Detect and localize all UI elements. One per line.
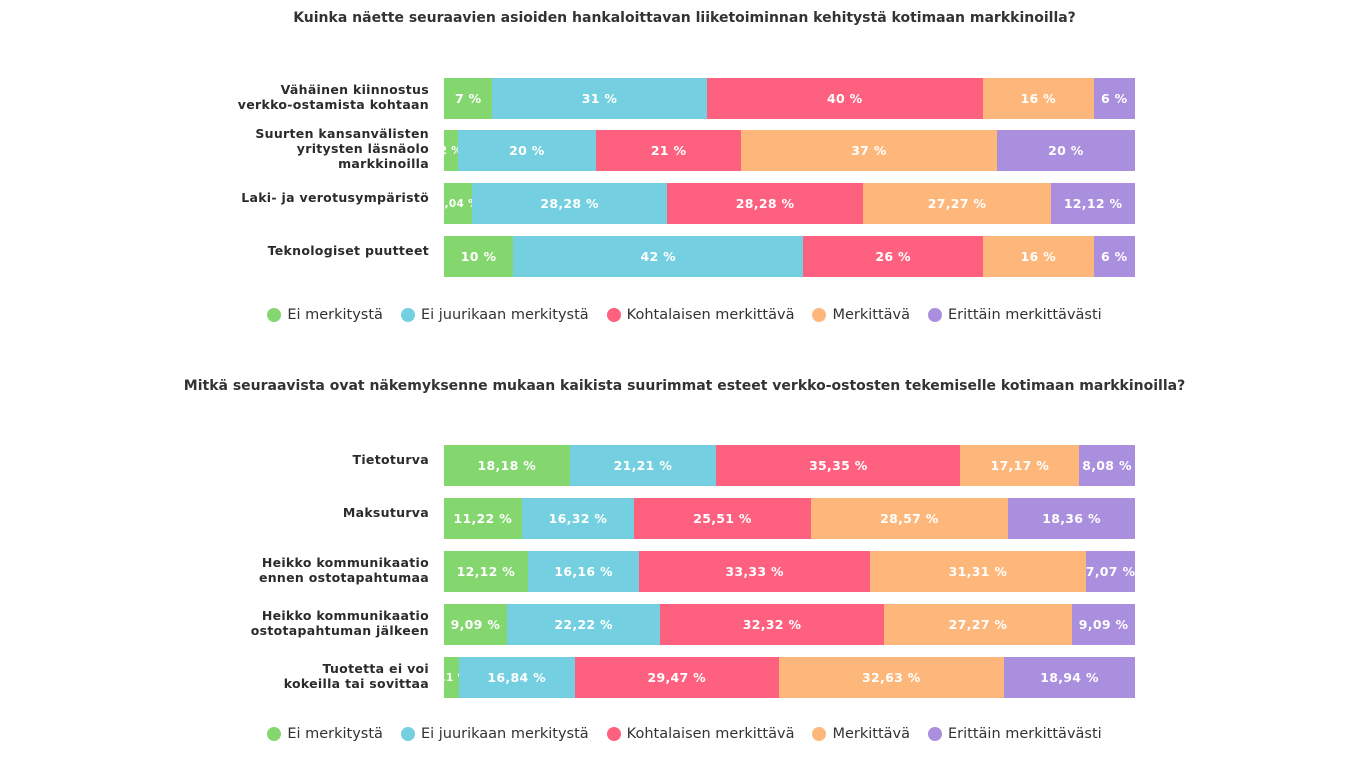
chart-hankaloittavat-tekijat: Kuinka näette seuraavien asioiden hankal… — [0, 0, 1369, 340]
bar-segment: 4,04 % — [437, 183, 479, 224]
bar-segment: 40 % — [706, 78, 983, 119]
bar-segment: 6 % — [1093, 78, 1135, 119]
legend-item: Merkittävä — [812, 726, 910, 742]
bar-segment: 29,47 % — [574, 657, 779, 698]
stacked-bar: 7 % 31 % 40 % 16 % 6 % — [444, 78, 1135, 119]
row-label: Tietoturva — [352, 452, 429, 467]
legend-dot-icon — [267, 727, 282, 741]
bar-segment: 37 % — [741, 130, 997, 171]
legend-dot-icon — [606, 727, 621, 741]
stacked-bar: 2 % 20 % 21 % 37 % 20 % — [440, 130, 1135, 171]
bar-segment: 28,28 % — [471, 183, 668, 224]
legend-label: Kohtalaisen merkittävä — [626, 307, 795, 323]
row-label: Suurten kansanvälisten yritysten läsnäol… — [255, 126, 429, 171]
bar-segment: 18,94 % — [1004, 657, 1135, 698]
bar-segment: 16 % — [982, 236, 1094, 277]
bar-segment: 2,1 % — [434, 657, 468, 698]
legend: Ei merkitystä Ei juurikaan merkitystä Koht… — [0, 726, 1369, 742]
chart-title: Kuinka näette seuraavien asioiden hankal… — [293, 10, 1076, 26]
stacked-bar: 4,04 % 28,28 % 28,28 % 27,27 % 12,12 % — [437, 183, 1135, 224]
legend-label: Erittäin merkittävästi — [948, 726, 1102, 742]
legend-dot-icon — [267, 308, 282, 322]
chart-title: Mitkä seuraavista ovat näkemyksenne muka… — [183, 378, 1186, 394]
stacked-bar: 18,18 % 21,21 % 35,35 % 17,17 % 8,08 % — [444, 445, 1135, 486]
legend-item: Ei juurikaan merkitystä — [400, 307, 589, 323]
bar-segment: 31,31 % — [869, 551, 1087, 592]
row-label: Heikko kommunikaatio ennen ostotapahtuma… — [258, 554, 429, 585]
bar-segment: 21,21 % — [569, 445, 717, 486]
legend-dot-icon — [928, 727, 943, 741]
bar-segment: 17,17 % — [960, 445, 1080, 486]
bar-segment: 21 % — [596, 130, 742, 171]
row-label: Teknologiset puutteet — [267, 243, 429, 258]
bar-segment: 7 % — [444, 78, 493, 119]
bar-segment: 18,36 % — [1008, 498, 1135, 539]
stacked-bar: 10 % 42 % 26 % 16 % 6 % — [444, 236, 1135, 277]
legend: Ei merkitystä Ei juurikaan merkitystä Koht… — [0, 307, 1369, 323]
legend-item: Ei merkitystä — [267, 726, 383, 742]
legend-dot-icon — [400, 727, 415, 741]
bar-segment: 27,27 % — [883, 604, 1073, 645]
legend-dot-icon — [812, 727, 827, 741]
bar-segment: 9,09 % — [444, 604, 507, 645]
bar-segment: 6 % — [1093, 236, 1135, 277]
bar-segment: 32,32 % — [660, 604, 884, 645]
row-label: Vähäinen kiinnostus verkko-ostamista koh… — [237, 81, 429, 112]
bar-segment: 26 % — [803, 236, 983, 277]
bar-segment: 22,22 % — [506, 604, 661, 645]
legend-item: Erittäin merkittävästi — [928, 726, 1102, 742]
row-label: Heikko kommunikaatio ostotapahtuman jälk… — [250, 607, 429, 638]
stacked-bar: 12,12 % 16,16 % 33,33 % 31,31 % 7,07 % — [444, 551, 1135, 592]
row-label: Tuotetta ei voi kokeilla tai sovittaa — [283, 660, 429, 691]
row-label: Laki- ja verotusympäristö — [241, 190, 429, 205]
legend-label: Ei merkitystä — [287, 726, 383, 742]
legend-label: Ei merkitystä — [287, 307, 383, 323]
legend-label: Merkittävä — [832, 726, 911, 742]
legend-label: Erittäin merkittävästi — [948, 307, 1102, 323]
legend-dot-icon — [400, 308, 415, 322]
bar-segment: 18,18 % — [444, 445, 570, 486]
bar-segment: 16 % — [982, 78, 1094, 119]
bar-segment: 16,16 % — [527, 551, 640, 592]
bar-segment: 25,51 % — [634, 498, 811, 539]
bar-segment: 31 % — [492, 78, 707, 119]
stacked-bar: 11,22 % 16,32 % 25,51 % 28,57 % 18,36 % — [444, 498, 1135, 539]
bar-segment: 42 % — [513, 236, 804, 277]
bar-segment: 28,28 % — [667, 183, 863, 224]
bar-segment: 9,09 % — [1072, 604, 1135, 645]
bar-segment: 12,12 % — [444, 551, 528, 592]
bar-segment: 28,57 % — [810, 498, 1009, 539]
bar-segment: 12,12 % — [1051, 183, 1135, 224]
bar-segment: 16,84 % — [458, 657, 575, 698]
legend-item: Erittäin merkittävästi — [928, 307, 1102, 323]
legend-item: Kohtalaisen merkittävä — [606, 726, 795, 742]
legend-dot-icon — [812, 308, 827, 322]
row-label: Maksuturva — [342, 505, 429, 520]
stacked-bar: 9,09 % 22,22 % 32,32 % 27,27 % 9,09 % — [444, 604, 1135, 645]
legend-item: Ei juurikaan merkitystä — [400, 726, 589, 742]
stacked-bar: 2,1 % 16,84 % 29,47 % 32,63 % 18,94 % — [434, 657, 1135, 698]
bar-segment: 16,32 % — [521, 498, 635, 539]
legend-item: Ei merkitystä — [267, 307, 383, 323]
bar-segment: 27,27 % — [862, 183, 1052, 224]
legend-label: Merkittävä — [832, 307, 911, 323]
bar-segment: 11,22 % — [444, 498, 522, 539]
legend-label: Kohtalaisen merkittävä — [626, 726, 795, 742]
legend-dot-icon — [606, 308, 621, 322]
bar-segment: 20 % — [457, 130, 596, 171]
bar-segment: 20 % — [996, 130, 1135, 171]
legend-label: Ei juurikaan merkitystä — [420, 726, 589, 742]
bar-segment: 7,07 % — [1086, 551, 1135, 592]
legend-label: Ei juurikaan merkitystä — [420, 307, 589, 323]
bar-segment: 35,35 % — [716, 445, 961, 486]
legend-dot-icon — [928, 308, 943, 322]
bar-segment: 8,08 % — [1079, 445, 1135, 486]
bar-segment: 33,33 % — [639, 551, 870, 592]
legend-item: Kohtalaisen merkittävä — [606, 307, 795, 323]
bar-segment: 32,63 % — [778, 657, 1005, 698]
bar-segment: 2 % — [440, 130, 462, 171]
bar-segment: 10 % — [444, 236, 514, 277]
legend-item: Merkittävä — [812, 307, 910, 323]
